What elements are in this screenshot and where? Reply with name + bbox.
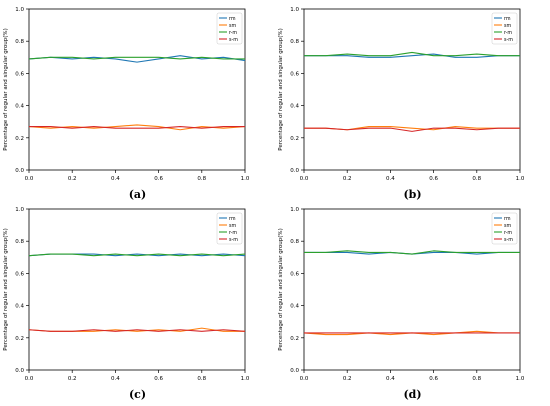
x-tick-label: 0.2 [68, 376, 77, 382]
x-tick-label: 0.6 [154, 176, 163, 182]
legend-label-rm: rm [229, 16, 236, 22]
plot-frame [303, 8, 521, 171]
legend-label-sm: sm [504, 224, 511, 229]
legend-box [491, 12, 518, 45]
y-tick-label: 0.6 [15, 271, 24, 277]
legend-box [491, 212, 518, 245]
y-tick-label: 1.0 [290, 7, 299, 13]
y-tick-label: 0.6 [290, 271, 299, 277]
y-tick-label: 0.4 [15, 304, 24, 310]
y-tick-label: 0.6 [290, 71, 299, 77]
y-axis-label: Percentage of regular and singular group… [3, 228, 9, 351]
y-tick-label: 0.8 [290, 39, 299, 45]
y-tick-label: 0.4 [290, 304, 299, 310]
y-axis-label: Percentage of regular and singular group… [3, 28, 9, 151]
x-tick-label: 0.4 [386, 376, 395, 382]
x-tick-label: 1.0 [516, 376, 525, 382]
chart-panel-2: 0.0 0.2 0.4 0.6 0.8 1.0 0.0 0.2 0.4 0.6 0.8 1.0 Perc… [3, 207, 250, 382]
x-tick-label: 0.8 [472, 176, 481, 182]
legend-box [216, 12, 243, 45]
x-tick-label: 1.0 [241, 376, 250, 382]
x-tick-label: 0.8 [197, 376, 206, 382]
x-tick-label: 0.0 [300, 376, 309, 382]
y-tick-label: 0.8 [15, 39, 24, 45]
legend-label-sm: sm [504, 24, 511, 29]
legend-label-sm: sm [229, 24, 236, 29]
x-tick-label: 0.0 [300, 176, 309, 182]
plot-frame [28, 8, 246, 171]
legend-label-sm: sm [229, 224, 236, 229]
y-tick-label: 0.8 [290, 239, 299, 245]
x-tick-label: 0.8 [472, 376, 481, 382]
legend-label-r-m: r-m [504, 230, 512, 236]
y-tick-label: 0.0 [15, 168, 24, 174]
x-tick-label: 1.0 [241, 176, 250, 182]
y-tick-label: 0.2 [290, 336, 299, 342]
y-tick-label: 0.8 [15, 239, 24, 245]
panel-caption: (b) [403, 188, 422, 201]
x-tick-label: 0.0 [25, 176, 34, 182]
y-tick-label: 0.2 [15, 136, 24, 142]
x-tick-label: 0.4 [111, 176, 120, 182]
legend-box [216, 212, 243, 245]
x-tick-label: 0.6 [154, 376, 163, 382]
panel-caption: (c) [128, 388, 147, 401]
chart-panel-3: 0.0 0.2 0.4 0.6 0.8 1.0 0.0 0.2 0.4 0.6 0.8 1.0 Perc… [278, 207, 525, 382]
legend-label-s-m: s-m [229, 238, 238, 243]
y-tick-label: 0.2 [15, 336, 24, 342]
legend-label-r-m: r-m [229, 30, 237, 36]
panel-caption: (a) [128, 188, 147, 201]
x-tick-label: 0.2 [343, 376, 352, 382]
series-line-r-m [28, 253, 246, 257]
y-tick-label: 0.0 [290, 168, 299, 174]
series-line-s-m [28, 329, 246, 332]
x-tick-label: 0.6 [429, 376, 438, 382]
series-line-rm [304, 53, 520, 58]
y-tick-label: 0.6 [15, 71, 24, 77]
y-tick-label: 0.0 [15, 368, 24, 374]
y-tick-label: 1.0 [290, 207, 299, 213]
x-tick-label: 0.4 [111, 376, 120, 382]
legend-label-r-m: r-m [504, 30, 512, 36]
legend-label-rm: rm [504, 16, 511, 22]
series-line-s-m [304, 127, 520, 132]
series-line-s-m [29, 125, 245, 129]
y-axis-label: Percentage of regular and singular group… [278, 28, 284, 151]
x-tick-label: 0.4 [386, 176, 395, 182]
chart-panel-1: 0.0 0.2 0.4 0.6 0.8 1.0 0.0 0.2 0.4 0.6 0.8 1.0 Perc… [278, 7, 525, 182]
series-line-r-m [304, 250, 520, 255]
plot-frame [303, 208, 521, 371]
legend-label-s-m: s-m [504, 238, 513, 243]
y-tick-label: 0.4 [290, 104, 299, 110]
series-line-r-m [28, 56, 245, 60]
x-tick-label: 0.6 [429, 176, 438, 182]
chart-panel-0: 0.0 0.2 0.4 0.6 0.8 1.0 0.0 0.2 0.4 0.6 0.8 1.0 Perc… [3, 7, 250, 182]
legend-label-r-m: r-m [229, 230, 237, 236]
y-tick-label: 1.0 [15, 207, 24, 213]
x-tick-label: 0.2 [343, 176, 352, 182]
x-tick-label: 1.0 [516, 176, 525, 182]
plot-frame [28, 208, 246, 371]
panel-caption: (d) [403, 388, 422, 401]
x-tick-label: 0.2 [68, 176, 77, 182]
series-line-r-m [304, 51, 520, 57]
x-tick-label: 0.0 [25, 376, 34, 382]
series-line-rm [28, 55, 246, 63]
legend-label-rm: rm [229, 216, 236, 222]
legend-label-s-m: s-m [229, 38, 238, 43]
y-tick-label: 0.2 [290, 136, 299, 142]
y-tick-label: 0.4 [15, 104, 24, 110]
legend-label-s-m: s-m [504, 38, 513, 43]
y-tick-label: 1.0 [15, 7, 24, 13]
x-tick-label: 0.8 [197, 176, 206, 182]
y-tick-label: 0.0 [290, 368, 299, 374]
y-axis-label: Percentage of regular and singular group… [278, 228, 284, 351]
legend-label-rm: rm [504, 216, 511, 222]
